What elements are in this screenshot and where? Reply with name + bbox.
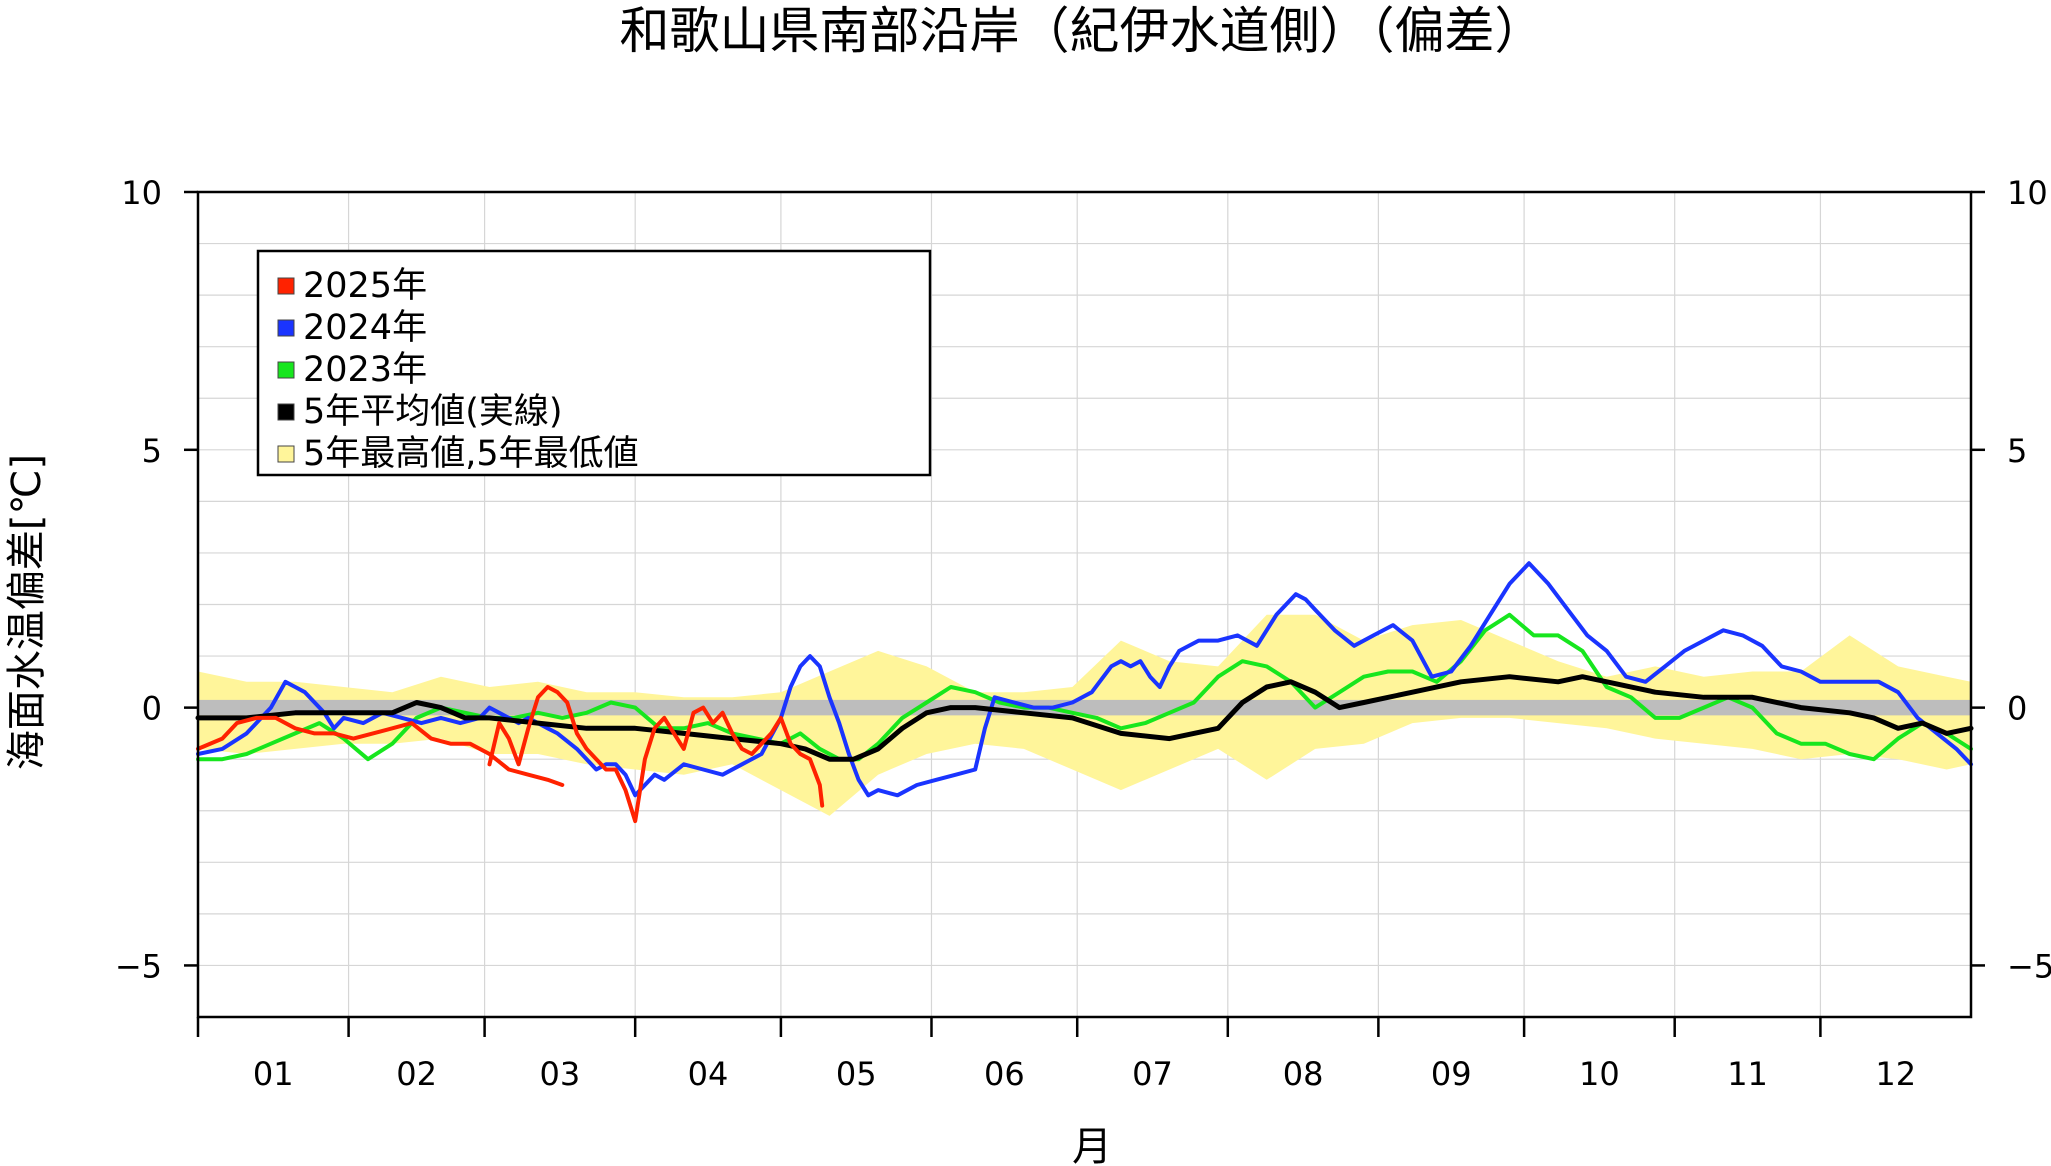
x-tick-label: 12 bbox=[1875, 1055, 1916, 1093]
x-tick-label: 01 bbox=[253, 1055, 294, 1093]
x-tick-label: 09 bbox=[1431, 1055, 1472, 1093]
series-lines bbox=[195, 561, 1974, 824]
x-tick-label: 07 bbox=[1132, 1055, 1173, 1093]
x-tick-label: 10 bbox=[1579, 1055, 1620, 1093]
legend-box bbox=[256, 249, 932, 477]
legend-swatch-average bbox=[277, 403, 295, 421]
x-tick-label: 04 bbox=[688, 1055, 729, 1093]
series-5yr-average-line bbox=[195, 674, 1974, 762]
x-tick-label: 03 bbox=[540, 1055, 581, 1093]
y-tick-label-right: 10 bbox=[2007, 174, 2048, 212]
series-2024-line bbox=[196, 561, 1973, 798]
x-tick-label: 05 bbox=[836, 1055, 877, 1093]
x-tick-label: 02 bbox=[396, 1055, 437, 1093]
series-2025-line bbox=[196, 685, 825, 824]
y-tick-label-left: 5 bbox=[142, 432, 162, 470]
legend-label-range: 5年最高値,5年最低値 bbox=[303, 434, 639, 474]
y-tick-label-left: −5 bbox=[115, 947, 162, 985]
legend-swatch-2025 bbox=[277, 277, 295, 295]
x-axis-title: 月 bbox=[1072, 1124, 1112, 1166]
legend-label-average: 5年平均値(実線) bbox=[303, 392, 563, 432]
y-axis-title: 海面水温偏差[℃] bbox=[4, 454, 50, 770]
legend-swatch-2023 bbox=[277, 361, 295, 379]
chart-title: 和歌山県南部沿岸（紀伊水道側）（偏差） bbox=[620, 2, 1545, 60]
legend-swatch-2024 bbox=[277, 319, 295, 337]
x-tick-label: 06 bbox=[984, 1055, 1025, 1093]
legend: 2025年 2024年 2023年 5年平均値(実線) 5年最高値,5年最低値 bbox=[256, 249, 932, 477]
y-tick-label-left: 0 bbox=[142, 690, 162, 728]
legend-label-2024: 2024年 bbox=[303, 308, 427, 348]
y-tick-label-right: 0 bbox=[2007, 690, 2027, 728]
y-tick-label-right: −5 bbox=[2007, 947, 2051, 985]
x-tick-label: 08 bbox=[1283, 1055, 1324, 1093]
y-tick-label-right: 5 bbox=[2007, 432, 2027, 470]
legend-label-2025: 2025年 bbox=[303, 266, 427, 306]
legend-swatch-range bbox=[277, 445, 295, 463]
grid bbox=[198, 191, 1971, 1018]
legend-label-2023: 2023年 bbox=[303, 350, 427, 390]
y-tick-label-left: 10 bbox=[121, 174, 162, 212]
x-tick-label: 11 bbox=[1727, 1055, 1768, 1093]
plot-frame bbox=[196, 190, 1973, 1019]
